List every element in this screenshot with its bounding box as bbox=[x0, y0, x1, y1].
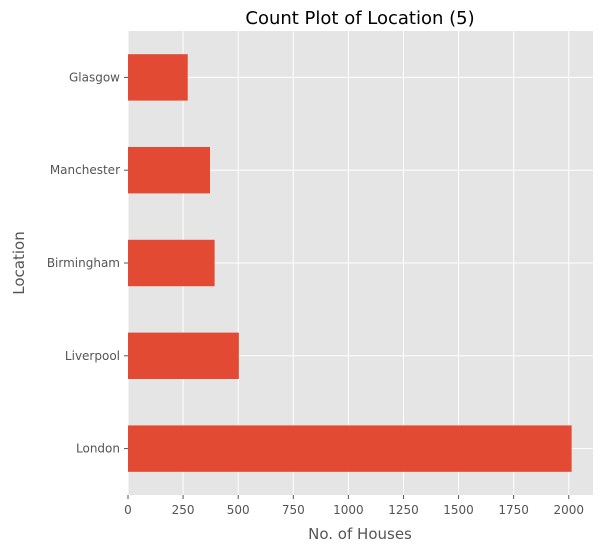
x-tick-label: 0 bbox=[124, 503, 132, 517]
x-tick-label: 500 bbox=[227, 503, 250, 517]
chart-title: Count Plot of Location (5) bbox=[245, 8, 474, 29]
bar-london bbox=[128, 425, 572, 472]
x-tick-label: 750 bbox=[282, 503, 305, 517]
x-tick-label: 250 bbox=[172, 503, 195, 517]
y-ticks: London Liverpool Birmingham Manchester Glasg… bbox=[47, 70, 128, 456]
x-tick-label: 1000 bbox=[333, 503, 364, 517]
y-tick-label: Glasgow bbox=[69, 70, 120, 84]
y-tick-label: Birmingham bbox=[47, 256, 120, 270]
bar-glasgow bbox=[128, 54, 188, 101]
x-tick-label: 2000 bbox=[553, 503, 584, 517]
bar-liverpool bbox=[128, 332, 239, 379]
x-tick-label: 1500 bbox=[443, 503, 474, 517]
x-tick-label: 1250 bbox=[388, 503, 419, 517]
y-axis-title: Location bbox=[10, 231, 28, 294]
x-axis-title: No. of Houses bbox=[308, 525, 412, 543]
bar-manchester bbox=[128, 147, 210, 194]
y-tick-label: London bbox=[76, 442, 120, 456]
bar-birmingham bbox=[128, 239, 215, 287]
y-tick-label: Liverpool bbox=[65, 349, 120, 363]
y-tick-label: Manchester bbox=[50, 163, 120, 177]
bars bbox=[128, 54, 572, 472]
x-tick-label: 1750 bbox=[498, 503, 529, 517]
x-ticks: 0 250 500 750 1000 1250 1500 1750 2000 bbox=[124, 495, 584, 517]
